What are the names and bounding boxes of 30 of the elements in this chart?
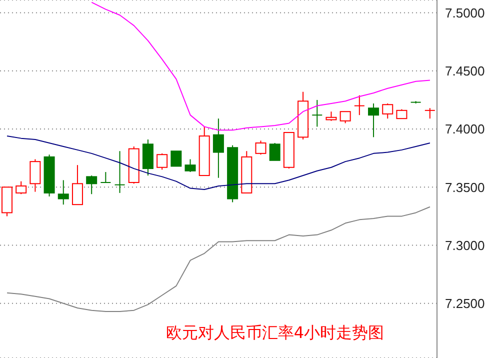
candlestick: [396, 108, 408, 120]
y-tick-label: 7.5000: [445, 5, 485, 20]
y-tick-label: 7.4500: [445, 64, 485, 79]
candlestick: [312, 99, 323, 128]
candlestick: [269, 142, 280, 161]
candlestick: [114, 150, 126, 194]
candlestick: [368, 102, 380, 138]
candlestick: [16, 180, 27, 195]
candlestick: [184, 158, 196, 173]
candlestick: [354, 94, 365, 116]
candlestick: [170, 150, 182, 167]
y-tick-label: 7.3000: [445, 238, 485, 253]
candlestick: [58, 180, 69, 206]
candlestick: [156, 152, 168, 170]
y-tick-label: 7.2500: [445, 296, 485, 311]
text: 欧元对人民币汇率4小时走势图: [166, 323, 384, 342]
candlestick: [100, 172, 112, 183]
candlestick: [212, 118, 224, 178]
candlestick: [86, 175, 98, 195]
candlestick: [424, 108, 436, 120]
y-tick-label: 7.4000: [445, 122, 485, 137]
candlestick: [72, 164, 83, 206]
y-tick-label: 7.3500: [445, 180, 485, 195]
candlestick: [255, 140, 266, 156]
line-series: [91, 2, 430, 131]
line-series: [6, 135, 430, 190]
candlestick: [382, 102, 394, 120]
candlestick: [340, 111, 351, 124]
candlestick: [326, 111, 337, 122]
candlestick: [30, 158, 41, 192]
